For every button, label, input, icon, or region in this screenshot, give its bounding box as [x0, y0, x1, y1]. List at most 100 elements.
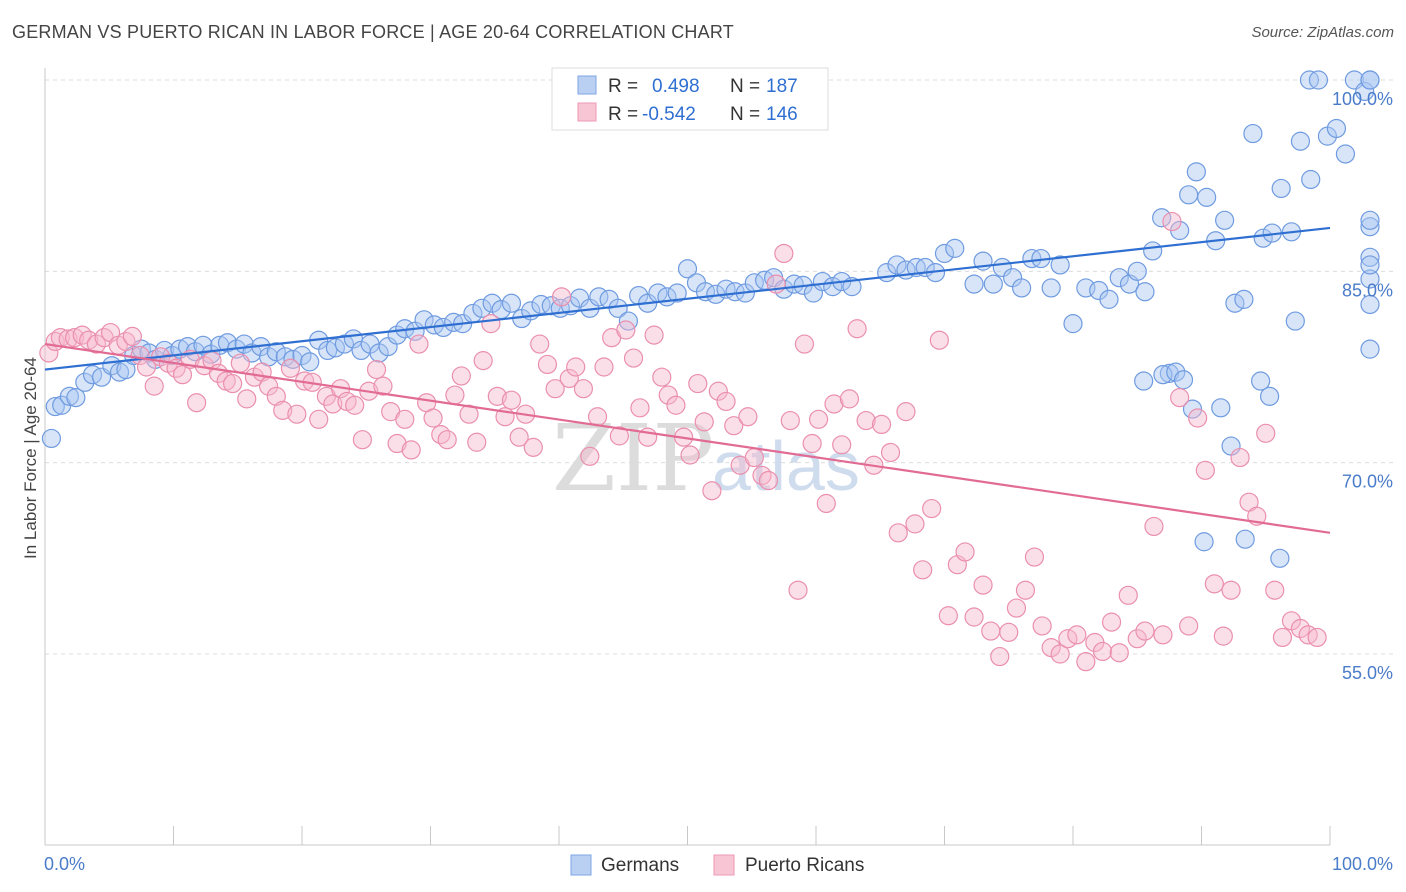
puerto-rican-point	[652, 367, 672, 387]
puerto-rican-point	[802, 433, 822, 454]
puerto-rican-point	[1179, 616, 1199, 636]
source-label: Source: ZipAtlas.com	[1251, 24, 1394, 41]
puerto-rican-point	[431, 425, 451, 445]
puerto-rican-point	[955, 542, 975, 562]
puerto-rican-point	[623, 348, 644, 368]
german-point	[667, 283, 687, 303]
german-point	[1360, 247, 1380, 267]
chart-title: GERMAN VS PUERTO RICAN IN LABOR FORCE | …	[12, 22, 734, 42]
german-point	[1134, 371, 1154, 391]
puerto-rican-point	[409, 334, 429, 354]
puerto-rican-point	[395, 409, 415, 429]
stat-n-label-puerto: N =	[730, 104, 760, 125]
puerto-rican-point	[1256, 423, 1276, 443]
puerto-rican-point	[573, 379, 594, 399]
puerto-rican-point	[832, 435, 852, 455]
puerto-rican-point	[630, 398, 650, 418]
german-point	[1159, 363, 1179, 383]
puerto-rican-point	[401, 440, 421, 460]
german-point	[1197, 187, 1217, 207]
german-point	[531, 294, 551, 315]
german-point	[677, 259, 698, 279]
puerto-rican-point	[523, 437, 543, 457]
german-point	[66, 388, 86, 408]
y-tick-labels: 55.0% 70.0% 85.0% 100.0%	[1332, 89, 1393, 683]
stat-n-puerto: 146	[766, 104, 798, 125]
german-point	[1301, 169, 1321, 190]
german-point	[472, 298, 492, 318]
puerto-rican-point	[774, 243, 794, 264]
puerto-rican-point	[323, 394, 343, 414]
y-axis-label: In Labor Force | Age 20-64	[21, 357, 40, 559]
puerto-rican-point	[587, 407, 608, 427]
german-point	[1179, 185, 1199, 205]
german-point	[1251, 371, 1271, 391]
puerto-rican-point	[309, 409, 329, 429]
puerto-rican-point	[922, 498, 942, 519]
german-point	[983, 274, 1003, 294]
trend-lines	[44, 226, 1331, 534]
watermark-atlas: atlas	[712, 427, 860, 505]
puerto-rican-point	[1109, 643, 1129, 663]
stats-swatch-german	[577, 75, 597, 95]
puerto-rican-point	[72, 325, 92, 345]
german-point	[945, 238, 965, 258]
german-point	[1335, 144, 1356, 164]
puerto-rican-point	[451, 366, 471, 386]
puerto-rican-point	[266, 386, 286, 406]
puerto-rican-point	[1067, 625, 1087, 645]
puerto-rican-point	[644, 325, 664, 345]
puerto-rican-point	[816, 493, 836, 514]
german-point	[1271, 178, 1291, 199]
legend-swatch-german	[570, 854, 592, 876]
puerto-rican-point	[973, 575, 993, 595]
puerto-rican-point	[223, 373, 243, 394]
stat-r-label-puerto: R =	[608, 104, 638, 125]
legend: Germans Puerto Ricans	[570, 854, 864, 876]
puerto-rican-point	[708, 381, 728, 401]
puerto-rican-point	[423, 408, 443, 428]
puerto-rican-point	[688, 373, 708, 394]
puerto-rican-point	[187, 393, 207, 413]
puerto-rican-point	[999, 622, 1019, 642]
german-point	[266, 342, 286, 362]
puerto-rican-point	[1153, 625, 1173, 645]
german-point	[1260, 386, 1280, 406]
puerto-rican-point	[1162, 211, 1182, 232]
legend-label-german: Germans	[601, 855, 679, 876]
german-point	[300, 352, 320, 372]
puerto-rican-point	[473, 351, 493, 371]
stats-swatch-puerto	[577, 102, 597, 122]
puerto-rican-point	[437, 430, 457, 450]
puerto-rican-point	[545, 379, 565, 399]
puerto-rican-point	[1092, 641, 1113, 662]
puerto-rican-point	[459, 404, 479, 424]
german-point	[1011, 278, 1032, 298]
x-tick-label-max: 100.0%	[1332, 854, 1393, 874]
puerto-rican-point	[880, 442, 901, 463]
puerto-rican-point	[788, 580, 808, 600]
puerto-rican-point	[929, 330, 949, 350]
puerto-rican-point	[1015, 580, 1036, 600]
german-point	[1360, 210, 1380, 230]
german-point	[1109, 268, 1129, 288]
puerto-rican-point	[116, 331, 136, 352]
puerto-rican-point	[1024, 547, 1045, 567]
puerto-rican-point	[1050, 644, 1070, 664]
german-point	[1215, 210, 1235, 230]
german-point	[1360, 294, 1380, 315]
puerto-rican-point	[856, 410, 876, 431]
y-tick-label: 70.0%	[1342, 472, 1393, 492]
puerto-rican-point	[744, 447, 764, 468]
german-point	[1099, 289, 1119, 309]
puerto-rican-point	[938, 606, 958, 626]
german-point	[964, 274, 984, 294]
puerto-rican-point	[1265, 580, 1285, 600]
puerto-rican-point	[981, 621, 1001, 641]
german-point	[1360, 255, 1380, 275]
german-point	[1326, 118, 1347, 139]
puerto-rican-point	[172, 365, 193, 385]
puerto-rican-point	[144, 376, 164, 396]
puerto-rican-point	[609, 426, 629, 446]
german-point	[934, 243, 955, 264]
